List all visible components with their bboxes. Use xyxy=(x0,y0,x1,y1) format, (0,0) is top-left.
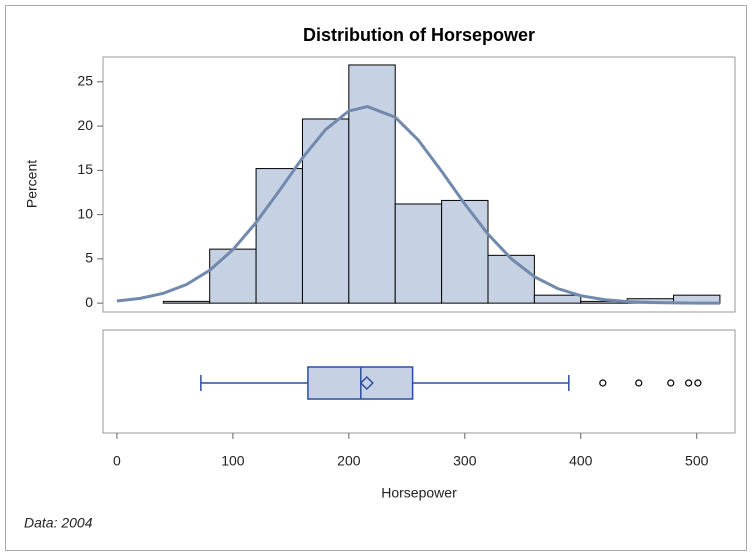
histogram-bar xyxy=(487,254,535,304)
footnote: Data: 2004 xyxy=(24,515,93,531)
outlier xyxy=(685,379,693,387)
histogram-bar xyxy=(348,64,396,304)
histogram-bar xyxy=(394,203,443,304)
outlier xyxy=(599,379,607,387)
density-curve xyxy=(116,105,720,305)
histogram-bar xyxy=(441,199,489,304)
x-tick-label: 100 xyxy=(221,453,245,469)
y-tick-label: 25 xyxy=(77,72,93,88)
y-tick-label: 15 xyxy=(77,161,93,177)
y-tick-label: 5 xyxy=(85,250,93,266)
outlier xyxy=(635,379,643,387)
plot-frame xyxy=(102,329,736,434)
y-axis-label: Percent xyxy=(24,160,40,208)
x-axis-label: Horsepower xyxy=(381,485,457,501)
x-tick-label: 500 xyxy=(685,453,709,469)
x-tick-label: 0 xyxy=(113,453,121,469)
x-tick-label: 300 xyxy=(453,453,477,469)
x-tick-label: 400 xyxy=(569,453,593,469)
histogram-bar xyxy=(162,300,211,304)
y-tick-label: 20 xyxy=(77,117,93,133)
outlier xyxy=(694,379,702,387)
histogram-bar xyxy=(301,118,350,304)
histogram-bar xyxy=(209,248,257,304)
chart-title: Distribution of Horsepower xyxy=(303,25,535,45)
y-tick-label: 0 xyxy=(85,294,93,310)
outlier xyxy=(667,379,675,387)
histogram-bar xyxy=(533,294,582,304)
x-tick-label: 200 xyxy=(337,453,361,469)
plot-frame xyxy=(102,56,736,313)
y-tick-label: 10 xyxy=(77,205,93,221)
mean-marker xyxy=(359,375,374,391)
